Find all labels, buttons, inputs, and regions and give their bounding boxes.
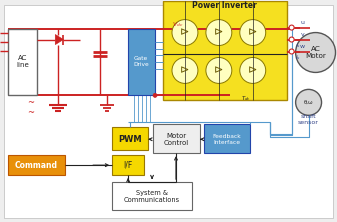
Bar (112, 182, 192, 210)
Text: PWM: PWM (118, 135, 142, 144)
Text: ⊳: ⊳ (214, 28, 223, 38)
Text: $i_s$: $i_s$ (295, 53, 301, 62)
Text: ⊳: ⊳ (180, 28, 190, 38)
Bar (204, 124, 250, 153)
Circle shape (240, 57, 266, 83)
Bar (8, 29, 37, 95)
Circle shape (240, 20, 266, 46)
Text: ⊳: ⊳ (248, 65, 257, 75)
Circle shape (172, 20, 198, 46)
Bar (153, 124, 200, 153)
Text: Command: Command (15, 161, 58, 170)
Circle shape (289, 37, 294, 42)
Bar (112, 155, 144, 175)
Bar (128, 29, 155, 95)
Text: ⊳: ⊳ (214, 65, 223, 75)
Bar (8, 155, 65, 175)
Circle shape (289, 49, 294, 54)
Circle shape (172, 57, 198, 83)
Text: AC
line: AC line (16, 55, 29, 68)
Circle shape (153, 93, 157, 97)
Bar (163, 1, 287, 100)
Text: shaft
sensor: shaft sensor (298, 114, 319, 125)
Text: $V_{dc}$: $V_{dc}$ (172, 20, 184, 29)
Circle shape (296, 89, 321, 115)
Text: System &
Communications: System & Communications (124, 190, 180, 203)
Text: $i_s$: $i_s$ (295, 41, 301, 50)
Text: I/F: I/F (123, 161, 133, 170)
Text: ⊳: ⊳ (248, 28, 257, 38)
Text: Power Inverter: Power Inverter (192, 1, 257, 10)
Text: w: w (300, 44, 305, 49)
Text: AC
Motor: AC Motor (305, 46, 326, 59)
Text: Feedback
Interface: Feedback Interface (212, 134, 241, 145)
Text: Gate
Drive: Gate Drive (133, 56, 149, 67)
Text: $T_{dc}$: $T_{dc}$ (241, 94, 251, 103)
Bar (112, 127, 148, 150)
Text: ~
~: ~ ~ (27, 98, 34, 117)
Text: ⊳: ⊳ (180, 65, 190, 75)
Text: v: v (301, 32, 305, 37)
Polygon shape (55, 35, 63, 45)
Circle shape (206, 20, 232, 46)
Text: u: u (301, 20, 305, 25)
Text: Motor
Control: Motor Control (163, 133, 189, 146)
Circle shape (296, 33, 336, 72)
Circle shape (206, 57, 232, 83)
Text: θ,ω: θ,ω (304, 100, 313, 105)
Circle shape (289, 25, 294, 30)
